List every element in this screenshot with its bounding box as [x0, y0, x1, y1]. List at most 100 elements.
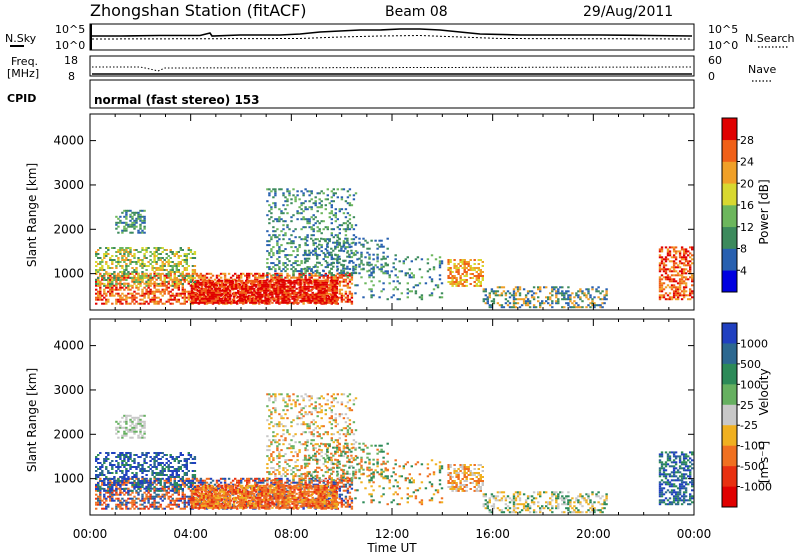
power-echo-cell [340, 263, 343, 266]
power-echo-cell [149, 259, 152, 261]
power-echo-cell [492, 292, 496, 295]
power-echo-cell [512, 294, 516, 297]
power-echo-cell [338, 243, 341, 246]
velocity-echo-cell [127, 487, 130, 490]
velocity-echo-cell [95, 493, 98, 496]
power-echo-cell [286, 204, 289, 207]
power-ylabel: Slant Range [km] [25, 163, 39, 267]
power-echo-cell [220, 301, 224, 304]
power-echo-cell [311, 285, 314, 288]
power-echo-cell [173, 296, 176, 299]
power-echo-cell [323, 283, 326, 286]
power-echo-cell [165, 257, 168, 259]
power-echo-cell [266, 200, 269, 203]
power-echo-cell [246, 276, 249, 279]
power-echo-cell [115, 280, 118, 283]
power-echo-cell [336, 226, 339, 229]
power-echo-cell [579, 298, 582, 301]
power-echo-cell [290, 264, 293, 267]
velocity-echo-cell [127, 491, 130, 494]
velocity-echo-cell [209, 481, 213, 484]
power-echo-cell [149, 292, 152, 295]
velocity-echo-cell [304, 479, 307, 482]
power-echo-cell [276, 220, 279, 223]
power-echo-cell [181, 275, 184, 277]
power-echo-cell [603, 298, 606, 301]
power-echo-cell [687, 262, 690, 265]
power-echo-cell [325, 285, 328, 288]
power-echo-cell [275, 283, 278, 286]
power-echo-cell [228, 289, 232, 292]
power-echo-cell [672, 294, 676, 297]
power-echo-cell [185, 261, 188, 263]
power-echo-cell [490, 306, 494, 309]
power-echo-cell [183, 290, 186, 293]
power-echo-cell [222, 287, 226, 290]
power-echo-cell [105, 251, 108, 253]
power-echo-cell [105, 263, 108, 265]
velocity-echo-cell [286, 477, 289, 480]
power-echo-cell [125, 296, 128, 299]
power-echo-cell [484, 288, 487, 291]
power-echo-cell [297, 281, 300, 284]
power-echo-cell [251, 299, 254, 302]
power-echo-cell [453, 259, 456, 261]
power-echo-cell [109, 278, 112, 281]
power-echo-cell [99, 283, 102, 285]
power-echo-cell [167, 276, 170, 279]
power-echo-cell [185, 300, 188, 303]
power-echo-cell [135, 269, 138, 271]
velocity-echo-cell [103, 507, 106, 510]
power-echo-cell [668, 254, 672, 257]
power-echo-cell [117, 277, 120, 279]
power-echo-cell [386, 298, 389, 301]
power-echo-cell [143, 257, 146, 259]
velocity-echo-cell [284, 481, 287, 484]
power-echo-cell [214, 297, 218, 300]
power-echo-cell [107, 267, 110, 269]
power-echo-cell [382, 251, 385, 254]
power-echo-cell [457, 267, 460, 269]
velocity-echo-cell [131, 501, 134, 504]
power-echo-cell [193, 251, 197, 253]
power-echo-cell [512, 296, 516, 299]
power-echo-cell [267, 297, 270, 300]
power-echo-cell [240, 276, 243, 279]
power-echo-cell [217, 274, 221, 277]
power-echo-cell [239, 283, 242, 286]
power-echo-cell [280, 274, 283, 277]
power-echo-cell [284, 262, 287, 265]
velocity-echo-cell [135, 497, 138, 500]
velocity-echo-cell [254, 477, 257, 480]
velocity-echo-cell [227, 477, 231, 480]
power-echo-cell [163, 277, 166, 279]
power-colorbar-segment [722, 226, 737, 249]
power-echo-cell [253, 283, 256, 286]
velocity-echo-cell [262, 477, 265, 480]
power-echo-cell [141, 279, 144, 281]
velocity-echo-cell [314, 483, 317, 486]
power-echo-cell [530, 296, 534, 299]
power-echo-cell [530, 294, 534, 297]
power-echo-cell [338, 272, 341, 275]
power-echo-cell [316, 278, 319, 281]
velocity-echo-cell [113, 493, 116, 496]
power-echo-cell [296, 212, 299, 215]
power-echo-cell [111, 288, 114, 291]
power-echo-cell [305, 253, 309, 256]
power-echo-cell [137, 302, 140, 305]
power-echo-cell [113, 284, 116, 287]
power-echo-cell [109, 294, 112, 297]
power-echo-cell [563, 306, 566, 309]
power-echo-cell [125, 300, 128, 303]
power-echo-cell [99, 294, 102, 297]
power-echo-cell [127, 286, 130, 289]
power-echo-cell [123, 249, 126, 251]
power-echo-cell [394, 258, 397, 261]
power-echo-cell [672, 268, 676, 271]
power-echo-cell [214, 301, 218, 304]
power-echo-cell [392, 266, 395, 269]
power-echo-cell [249, 295, 252, 298]
power-echo-cell [514, 294, 518, 297]
power-echo-cell [316, 192, 319, 195]
